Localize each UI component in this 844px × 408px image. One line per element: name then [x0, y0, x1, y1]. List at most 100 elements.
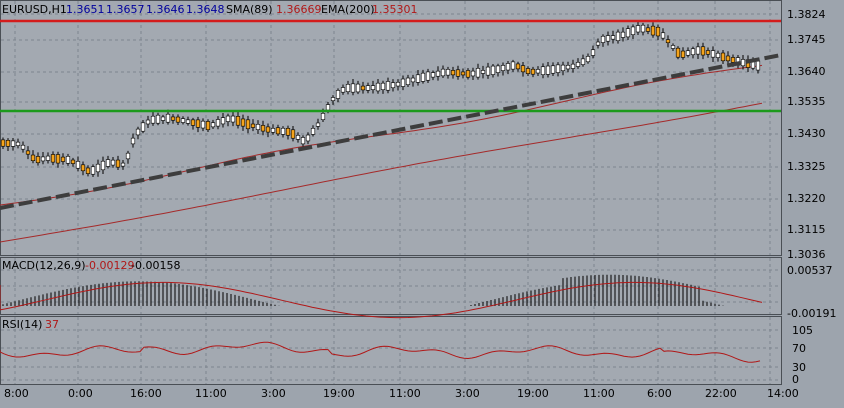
price-panel[interactable]	[0, 0, 782, 256]
candle-body	[90, 166, 96, 175]
sma-value: 1.36669	[276, 3, 322, 16]
rsi-tick: 70	[792, 342, 806, 355]
candle-body	[500, 65, 506, 71]
candle-body	[175, 116, 181, 123]
candle-body	[465, 70, 471, 78]
time-tick: 6:00	[647, 387, 672, 400]
candle-body	[400, 78, 406, 87]
macd-axis: 0.00537 -0.00191	[787, 264, 836, 320]
time-tick: 3:00	[261, 387, 286, 400]
price-tick: 1.3036	[787, 248, 826, 261]
rsi-tick: 105	[792, 324, 813, 337]
candle-body	[530, 68, 536, 75]
symbol-label: EURUSD,H1	[2, 3, 67, 16]
candle-body	[675, 47, 681, 58]
candle-body	[390, 82, 396, 89]
candle-body	[105, 159, 111, 167]
candle-body	[40, 156, 46, 162]
candle-body	[195, 119, 201, 128]
rsi-panel[interactable]	[0, 316, 782, 385]
time-tick: 11:00	[389, 387, 421, 400]
price-tick: 1.3325	[787, 160, 826, 173]
candle-body	[755, 60, 761, 71]
candle-body	[330, 97, 336, 101]
candle-body	[600, 35, 606, 43]
candle-body	[265, 126, 271, 133]
candle-body	[130, 137, 136, 145]
price-tick: 1.3640	[787, 65, 826, 78]
candle-body	[115, 159, 121, 168]
candle-body	[185, 119, 191, 124]
candle-body	[375, 82, 381, 92]
candle-body	[630, 26, 636, 35]
candle-body	[610, 35, 616, 40]
candle-body	[665, 39, 671, 44]
macd-value: -0.00129	[85, 259, 134, 272]
candle-body	[710, 50, 716, 58]
candle-body	[415, 74, 421, 83]
candle-body	[695, 46, 701, 55]
candle-body	[420, 72, 426, 82]
price-tick: 1.3824	[787, 8, 826, 21]
candle-body	[305, 134, 311, 142]
candle-body	[145, 119, 151, 125]
candle-body	[615, 31, 621, 41]
candle-body	[370, 85, 376, 90]
price-tick: 1.3220	[787, 192, 826, 205]
candle-body	[55, 154, 61, 164]
sma-label: SMA(89)	[226, 3, 273, 16]
candle-body	[240, 118, 246, 127]
candle-body	[260, 125, 266, 132]
candle-body	[320, 113, 326, 120]
candle-body	[45, 155, 51, 161]
candle-body	[595, 41, 601, 46]
candle-body	[565, 64, 571, 70]
candle-body	[495, 65, 501, 73]
price-axis: 1.3824 1.3745 1.3640 1.3535 1.3430 1.332…	[787, 8, 826, 261]
candle-body	[0, 139, 6, 147]
candle-body	[650, 25, 656, 36]
rsi-axis: 105 70 30 0	[792, 324, 813, 386]
candle-body	[200, 120, 206, 129]
candle-body	[25, 150, 31, 155]
candle-body	[660, 32, 666, 39]
candle-body	[555, 64, 561, 73]
candle-body	[440, 68, 446, 77]
candle-body	[725, 55, 731, 62]
candle-body	[445, 69, 451, 76]
candle-body	[140, 122, 146, 132]
candle-body	[50, 154, 56, 163]
candle-body	[485, 66, 491, 76]
candle-body	[315, 122, 321, 127]
candle-body	[270, 128, 276, 133]
candle-body	[285, 128, 291, 136]
macd-tick: -0.00191	[787, 307, 836, 320]
candle-body	[325, 104, 331, 111]
candle-body	[345, 84, 351, 92]
macd-signal-value: -0.00158	[131, 259, 180, 272]
candle-body	[225, 115, 231, 122]
candle-body	[505, 63, 511, 71]
time-axis: 8:00 0:00 16:00 11:00 3:00 19:00 11:00 3…	[4, 387, 799, 400]
candle-body	[380, 82, 386, 90]
candle-body	[295, 134, 301, 140]
time-tick: 11:00	[195, 387, 227, 400]
candle-body	[350, 83, 356, 93]
time-tick: 14:00	[767, 387, 799, 400]
macd-label: MACD(12,26,9)	[2, 259, 86, 272]
candle-body	[70, 159, 76, 164]
candle-body	[700, 46, 706, 56]
candle-body	[155, 114, 161, 124]
time-tick: 3:00	[455, 387, 480, 400]
candle-body	[215, 119, 221, 127]
candle-body	[180, 118, 186, 123]
candle-body	[545, 65, 551, 75]
candle-body	[80, 164, 86, 172]
candle-body	[590, 49, 596, 56]
ema-line	[0, 102, 763, 243]
candle-body	[605, 35, 611, 42]
candle-body	[385, 81, 391, 91]
candle-body	[210, 122, 216, 128]
